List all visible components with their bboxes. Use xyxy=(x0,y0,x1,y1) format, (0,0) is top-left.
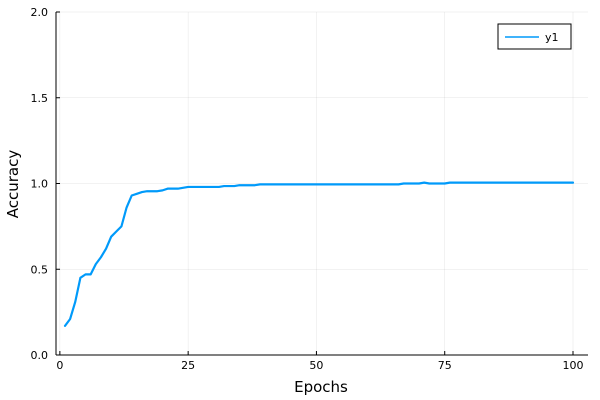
y-tick-label: 0.5 xyxy=(31,263,49,276)
legend-label-y1: y1 xyxy=(545,31,559,44)
x-tick-label: 75 xyxy=(438,359,452,372)
x-tick-label: 50 xyxy=(309,359,323,372)
y-axis-label: Accuracy xyxy=(4,150,22,219)
x-axis-label: Epochs xyxy=(294,378,348,396)
x-tick-label: 25 xyxy=(181,359,195,372)
x-ticks: 0 25 50 75 100 xyxy=(56,351,584,372)
x-tick-label: 0 xyxy=(56,359,63,372)
legend: y1 xyxy=(497,23,572,50)
series-line-y1 xyxy=(63,181,575,327)
y-tick-label: 0.0 xyxy=(31,349,49,362)
y-tick-label: 2.0 xyxy=(31,6,49,19)
y-tick-label: 1.5 xyxy=(31,92,49,105)
x-tick-label: 100 xyxy=(563,359,584,372)
series-group xyxy=(63,181,575,327)
y-ticks: 0.0 0.5 1.0 1.5 2.0 xyxy=(31,6,60,362)
y-tick-label: 1.0 xyxy=(31,178,49,191)
